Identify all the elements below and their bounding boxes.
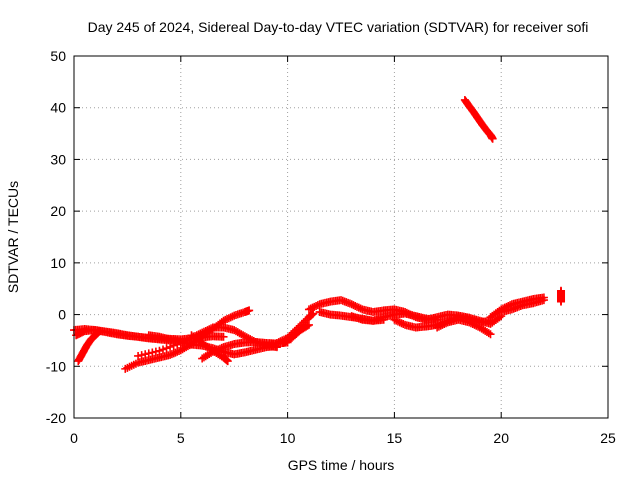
data-point (488, 134, 497, 143)
data-point (306, 304, 315, 313)
y-tick-label: -20 (46, 410, 66, 426)
data-point (399, 320, 408, 329)
data-point (486, 330, 495, 339)
data-point (141, 350, 150, 359)
y-tick-label: 0 (58, 307, 66, 323)
data-point (397, 319, 406, 328)
data-point (466, 319, 475, 328)
data-point (304, 305, 313, 314)
axis-ticks: 0 5 10 15 20 25 -20 -10 0 10 20 30 40 50 (46, 48, 616, 446)
series-arc-3 (74, 327, 104, 366)
data-point (392, 316, 401, 325)
data-point (539, 296, 548, 305)
data-point (219, 316, 228, 325)
x-tick-label: 5 (177, 430, 185, 446)
y-tick-label: 50 (50, 48, 66, 64)
series-arc-10 (279, 320, 313, 348)
data-point (166, 342, 175, 351)
grid-lines (74, 56, 608, 418)
series-arc-15 (433, 315, 495, 339)
data-point (304, 320, 313, 329)
data-point (312, 301, 321, 310)
data-point (472, 321, 481, 330)
data-point (201, 326, 210, 335)
data-point (196, 329, 205, 338)
data-point (203, 326, 212, 335)
data-point (468, 320, 477, 329)
data-point (310, 302, 319, 311)
data-point (395, 318, 404, 327)
data-point (159, 345, 167, 354)
data-point (351, 301, 360, 310)
data-point (313, 301, 322, 310)
data-point (226, 313, 235, 322)
y-axis-label: SDTVAR / TECUs (5, 181, 21, 293)
data-point (148, 348, 157, 357)
series-arc-13 (347, 309, 442, 325)
data-point (219, 332, 228, 341)
data-point (134, 351, 143, 360)
data-point (353, 302, 362, 311)
data-point (303, 321, 312, 330)
data-point (207, 324, 216, 333)
data-point (393, 317, 402, 326)
data-point (349, 301, 358, 310)
data-point (198, 328, 207, 337)
data-point (434, 322, 443, 331)
data-point (470, 320, 479, 329)
data-point (144, 349, 153, 358)
y-tick-label: 10 (50, 255, 66, 271)
series-arc-19 (460, 95, 497, 143)
data-point (484, 329, 493, 338)
data-point (221, 315, 230, 324)
data-point (356, 304, 365, 313)
plot-points (70, 95, 566, 373)
series-arc-9 (262, 309, 318, 350)
data-point (205, 325, 214, 334)
data-point (438, 320, 447, 329)
x-tick-label: 10 (280, 430, 296, 446)
data-point (137, 351, 146, 360)
x-axis-label: GPS time / hours (288, 457, 395, 473)
data-point (151, 347, 160, 356)
data-point (433, 323, 442, 332)
x-tick-label: 0 (70, 430, 78, 446)
data-point (390, 315, 399, 324)
data-point (224, 314, 233, 323)
y-tick-label: 20 (50, 203, 66, 219)
data-point (199, 327, 208, 336)
data-point (347, 300, 356, 309)
x-tick-label: 15 (387, 430, 403, 446)
y-tick-label: -10 (46, 358, 66, 374)
data-point (308, 303, 317, 312)
data-point (354, 303, 363, 312)
x-tick-label: 25 (600, 430, 616, 446)
chart-title: Day 245 of 2024, Sidereal Day-to-day VTE… (88, 19, 589, 35)
data-point (465, 318, 474, 327)
y-tick-label: 40 (50, 100, 66, 116)
data-point (557, 286, 566, 295)
plot-frame (73, 55, 609, 419)
data-point (95, 327, 104, 336)
data-point (245, 306, 254, 315)
data-point (155, 346, 164, 355)
data-point (495, 313, 504, 322)
data-point (223, 315, 232, 324)
data-point (436, 321, 445, 330)
y-tick-label: 30 (50, 151, 66, 167)
series-arc-18 (557, 286, 566, 306)
series-arc-17 (497, 296, 548, 316)
data-point (223, 357, 232, 366)
data-point (440, 320, 449, 329)
x-tick-label: 20 (493, 430, 509, 446)
data-point (228, 312, 237, 321)
data-point (162, 344, 171, 353)
data-point (442, 319, 451, 328)
